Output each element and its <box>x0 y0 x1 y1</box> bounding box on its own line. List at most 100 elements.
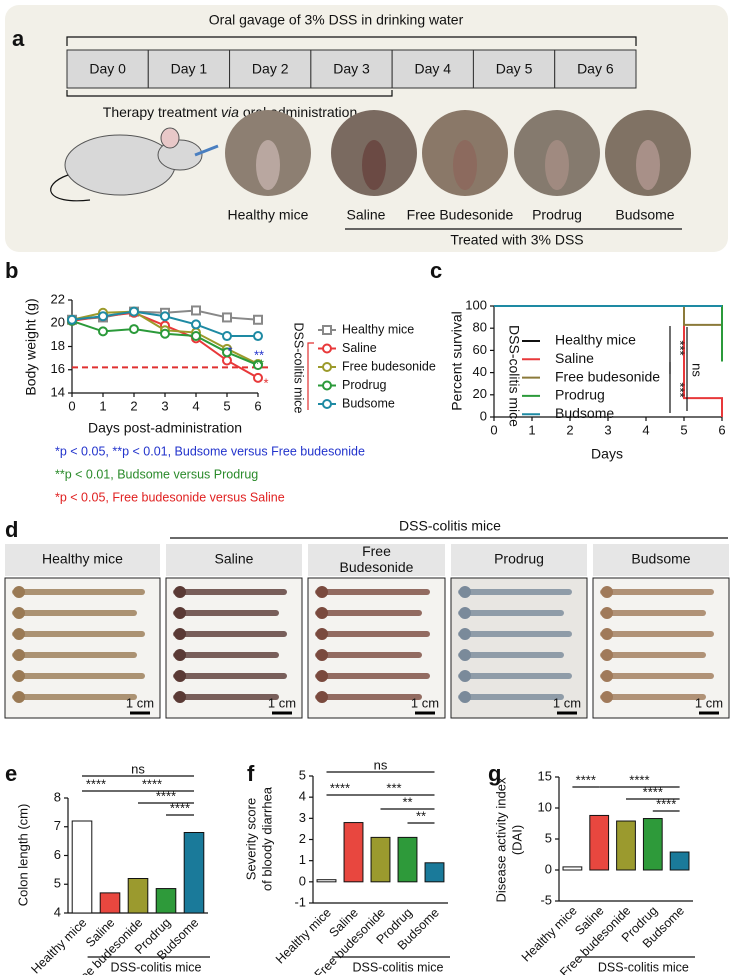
y-tick-label: 2 <box>299 831 306 846</box>
y-tick-label: 5 <box>545 830 552 845</box>
y-tick-label: -5 <box>540 892 552 907</box>
significance: ns <box>374 757 388 772</box>
panel-letter: b <box>5 258 18 283</box>
bar <box>316 879 337 883</box>
bar <box>99 892 121 914</box>
marker <box>253 331 263 342</box>
day-box <box>391 49 474 89</box>
y-tick-label: 0 <box>480 408 487 423</box>
bar <box>127 878 149 914</box>
y-axis-label: Percent survival <box>449 311 465 411</box>
significance: **** <box>629 772 649 787</box>
colon-end <box>601 607 613 619</box>
y-tick-label: 8 <box>54 789 61 804</box>
y-tick-label: -1 <box>294 894 306 909</box>
y-tick-label: 40 <box>473 364 487 379</box>
series-line <box>494 305 723 417</box>
marker <box>160 328 170 339</box>
note: *p < 0.05, Free budesonide versus Saline <box>55 490 285 504</box>
colon-end <box>174 607 186 619</box>
colon-end <box>13 670 25 682</box>
group-name: Healthy mice <box>42 551 123 567</box>
day-label: Day 5 <box>496 61 533 77</box>
colon-end <box>13 586 25 598</box>
colon-end <box>174 649 186 661</box>
bar <box>71 820 93 914</box>
colon-end <box>174 691 186 703</box>
scale-label: 1 cm <box>268 695 296 710</box>
y-axis-label: Disease activity index <box>493 777 508 902</box>
group-name: Budsome <box>631 551 690 567</box>
y-tick-label: 7 <box>54 818 61 833</box>
day-box <box>310 49 393 89</box>
colon-end <box>601 628 613 640</box>
group-label: DSS-colitis mice <box>353 960 444 974</box>
colon-end <box>13 628 25 640</box>
photo-detail <box>636 140 660 190</box>
x-tick-label: 4 <box>642 422 649 437</box>
panel-letter: a <box>12 26 25 51</box>
x-axis-label: Days post-administration <box>88 420 242 436</box>
y-tick-label: 5 <box>299 767 306 782</box>
day-box <box>66 49 149 89</box>
marker <box>129 306 139 317</box>
significance: **** <box>142 776 162 791</box>
significance: ** <box>254 356 264 371</box>
significance: **** <box>330 780 350 795</box>
bracket <box>66 36 637 46</box>
bar <box>562 866 583 871</box>
colon-end <box>13 649 25 661</box>
day-label: Day 0 <box>89 61 126 77</box>
colon-end <box>601 691 613 703</box>
marker <box>222 312 232 323</box>
legend-marker <box>322 362 332 372</box>
colon-end <box>601 670 613 682</box>
legend-label: Free budesonide <box>555 368 660 384</box>
y-axis-label: Severity score <box>243 798 258 880</box>
marker <box>222 331 232 342</box>
significance: **** <box>576 772 596 787</box>
x-tick-label: 1 <box>99 398 106 413</box>
marker <box>191 331 201 342</box>
marker <box>253 360 263 371</box>
marker <box>222 347 232 358</box>
significance: * <box>263 375 268 390</box>
colon-end <box>316 670 328 682</box>
scale-label: 1 cm <box>411 695 439 710</box>
x-tick-label: 2 <box>566 422 573 437</box>
legend-label: Prodrug <box>555 387 605 403</box>
significance: *** <box>673 340 688 355</box>
day-label: Day 6 <box>577 61 614 77</box>
y-tick-label: 22 <box>51 291 65 306</box>
legend-label: Healthy mice <box>342 322 414 336</box>
x-tick-label: 1 <box>528 422 535 437</box>
photo-detail <box>362 140 386 190</box>
x-tick-label: 6 <box>254 398 261 413</box>
y-tick-label: 80 <box>473 320 487 335</box>
colon-end <box>316 649 328 661</box>
y-tick-label: 10 <box>538 799 552 814</box>
colon-end <box>601 586 613 598</box>
bar <box>642 818 663 871</box>
group-label: DSS-colitis mice <box>292 323 306 414</box>
y-tick-label: 14 <box>51 384 65 399</box>
marker <box>191 319 201 330</box>
y-tick-label: 20 <box>51 315 65 330</box>
x-tick-label: 5 <box>223 398 230 413</box>
panel-letter: f <box>247 761 255 786</box>
mouse-tail <box>50 174 91 202</box>
colon-end <box>601 649 613 661</box>
scale-label: 1 cm <box>553 695 581 710</box>
significance: * <box>227 343 232 358</box>
y-tick-label: 100 <box>465 297 487 312</box>
colon-end <box>174 628 186 640</box>
bar <box>616 820 636 871</box>
x-tick-label: 2 <box>130 398 137 413</box>
x-tick-label: 0 <box>68 398 75 413</box>
significance: *** <box>386 780 401 795</box>
marker <box>98 326 108 337</box>
day-box <box>554 49 637 89</box>
timeline-title: Oral gavage of 3% DSS in drinking water <box>209 12 464 28</box>
y-axis-label: Body weight (g) <box>23 298 39 395</box>
day-label: Day 1 <box>171 61 208 77</box>
